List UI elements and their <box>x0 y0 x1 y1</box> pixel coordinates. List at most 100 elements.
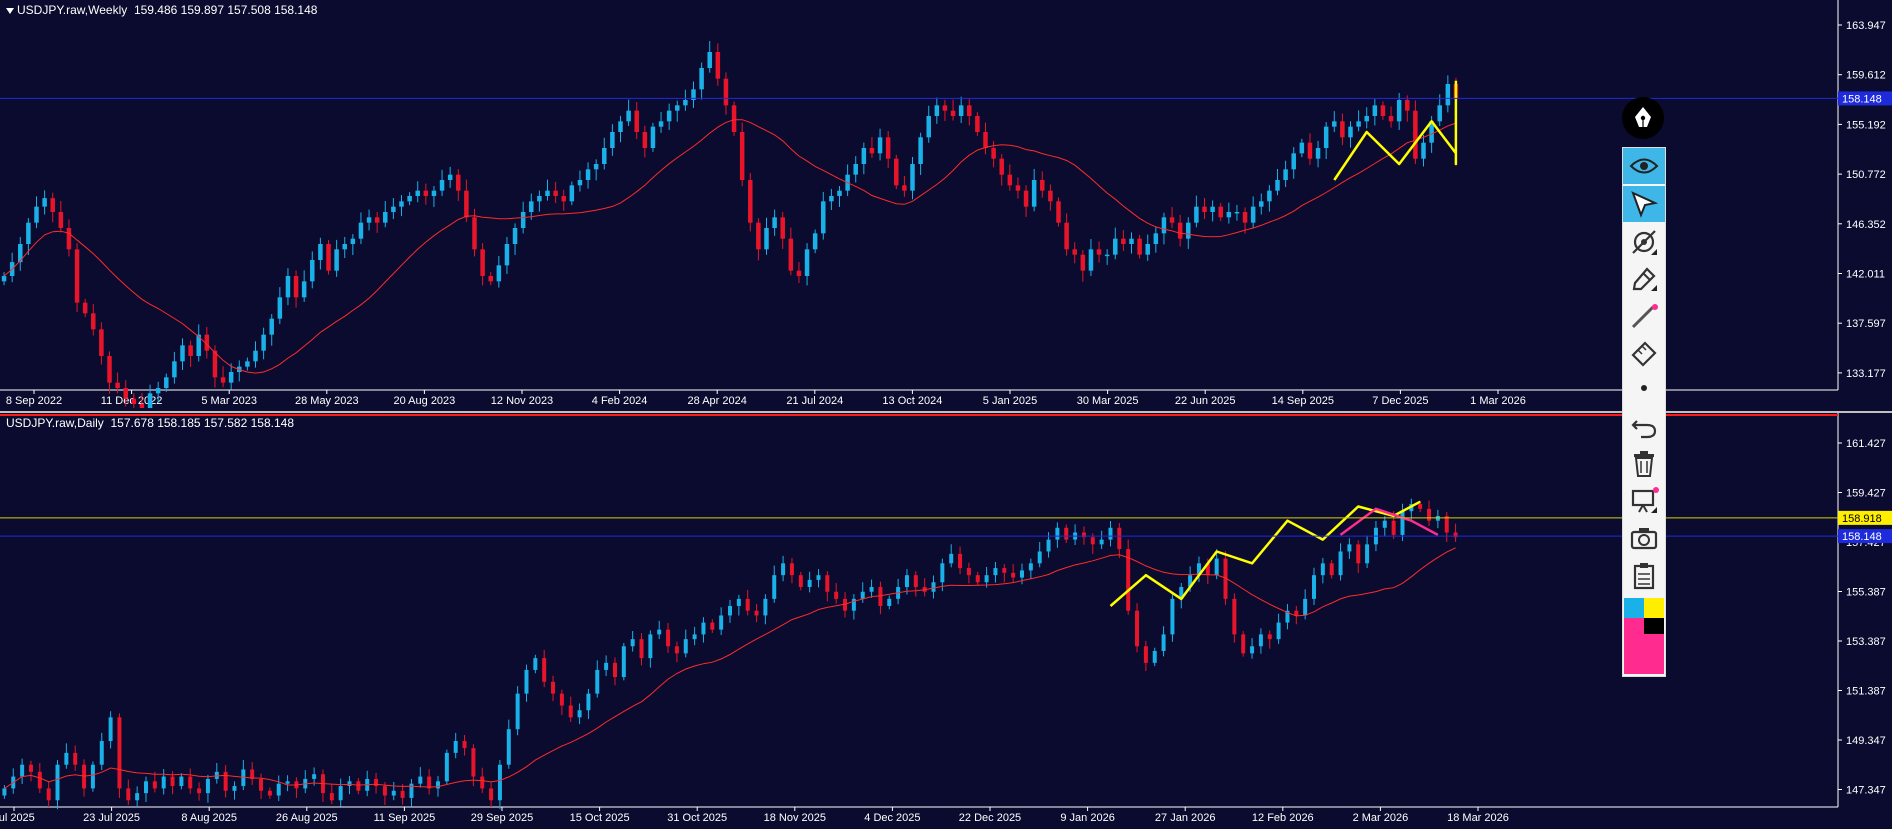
candle-body <box>853 164 858 175</box>
candle-body <box>1186 222 1191 239</box>
candle-body <box>356 781 361 791</box>
candle-body <box>533 658 538 670</box>
candle-body <box>764 228 769 250</box>
candle-body <box>763 598 768 616</box>
candle-body <box>139 404 145 408</box>
candle-body <box>259 778 264 791</box>
candle-body <box>1153 233 1159 244</box>
candle-body <box>710 622 715 630</box>
candle-body <box>1285 610 1290 623</box>
candle-body <box>894 158 899 186</box>
candle-body <box>1226 212 1232 218</box>
price-label: 159.427 <box>1846 488 1886 500</box>
date-label: 28 Apr 2024 <box>688 395 747 407</box>
color-swatch-blue[interactable] <box>1624 598 1644 618</box>
candle-body <box>1161 634 1166 651</box>
candle-body <box>188 776 193 789</box>
candle-body <box>64 752 69 765</box>
color-swatch-yellow[interactable] <box>1644 598 1664 618</box>
candle-body <box>745 598 750 611</box>
candle-body <box>1299 142 1305 154</box>
crosshair-tool-button[interactable] <box>1623 224 1665 260</box>
crosshair-icon <box>1632 230 1657 255</box>
current-color-swatch[interactable] <box>1624 634 1664 674</box>
candle-body <box>347 781 352 787</box>
price-label: 150.772 <box>1846 169 1886 181</box>
candle-body <box>1250 206 1256 223</box>
color-swatch-pink[interactable] <box>1624 618 1644 634</box>
clipboard-tool-button[interactable] <box>1623 558 1665 594</box>
candle-body <box>807 579 812 588</box>
candle-body <box>593 164 599 170</box>
candle-body <box>382 786 387 796</box>
color-swatch-black[interactable] <box>1644 618 1664 634</box>
candle-body <box>1348 126 1353 138</box>
candle-body <box>1196 563 1201 576</box>
candle-body <box>172 361 177 378</box>
candle-body <box>887 598 892 606</box>
candle-body <box>228 372 234 383</box>
candle-body <box>788 238 794 271</box>
current-price-label: 158.148 <box>1842 93 1882 105</box>
candle-body <box>1048 190 1053 202</box>
candle-body <box>692 634 697 640</box>
candle-body <box>559 693 564 706</box>
candle-body <box>1218 206 1223 218</box>
candle-body <box>595 669 600 694</box>
marker-tool-button[interactable] <box>1623 260 1665 296</box>
candle-body <box>170 776 175 787</box>
price-label: 151.387 <box>1846 686 1886 698</box>
candle-body <box>781 563 786 576</box>
cursor-tool-button[interactable] <box>1623 186 1665 222</box>
daily-chart-pane[interactable]: 161.427159.427157.427155.387153.387151.3… <box>0 411 1892 829</box>
date-label: 13 Oct 2024 <box>882 395 942 407</box>
candle-body <box>131 398 137 404</box>
candle-body <box>135 793 140 801</box>
line-tool-button[interactable] <box>1623 298 1665 334</box>
level-price-box <box>1838 510 1892 525</box>
date-label: 18 Mar 2026 <box>1447 812 1509 824</box>
candle-body <box>772 217 777 228</box>
candle-body <box>1081 532 1086 538</box>
ruler-tool-button[interactable] <box>1623 334 1665 370</box>
eye-tool-button[interactable] <box>1623 148 1665 184</box>
price-label: 159.612 <box>1846 70 1886 82</box>
candle-body <box>1356 544 1361 564</box>
price-label: 147.347 <box>1846 785 1886 797</box>
weekly-chart-pane[interactable]: 163.947 159.612 155.192 150.772 146.352 142.0… <box>0 0 1892 408</box>
candle-body <box>585 169 591 180</box>
candle-body <box>2 788 7 796</box>
candle-body <box>1267 190 1272 202</box>
candle-body <box>1291 153 1296 170</box>
candle-body <box>107 356 112 383</box>
candle-body <box>715 52 721 79</box>
collapse-triangle-icon[interactable] <box>6 7 14 14</box>
pen-tool-button[interactable] <box>1622 97 1664 139</box>
weekly-chart[interactable]: 163.947 159.612 155.192 150.772 146.352 142.0… <box>0 0 1892 408</box>
dot-tool-button[interactable] <box>1623 370 1665 406</box>
presentation-tool-button[interactable] <box>1623 482 1665 518</box>
candle-body <box>245 361 250 367</box>
date-label: 23 Jul 2025 <box>83 812 140 824</box>
candle-body <box>1099 539 1104 545</box>
candle-body <box>123 388 128 399</box>
daily-chart[interactable]: 161.427159.427157.427155.387153.387151.3… <box>0 413 1892 829</box>
candle-body <box>480 249 485 276</box>
candle-body <box>1117 527 1122 550</box>
undo-tool-button[interactable] <box>1623 408 1665 444</box>
candle-body <box>409 783 414 798</box>
trash-tool-button[interactable] <box>1623 446 1665 482</box>
candle-body <box>1380 105 1386 116</box>
candle-body <box>1020 570 1024 578</box>
candle-body <box>1259 201 1264 207</box>
candle-body <box>310 260 315 282</box>
candle-body <box>1023 190 1029 207</box>
candle-body <box>423 190 429 196</box>
weekly-chart-title: USDJPY.raw,Weekly 159.486 159.897 157.50… <box>6 3 317 17</box>
pink-trend-drawing <box>1339 507 1439 537</box>
candle-body <box>180 345 185 362</box>
candle-body <box>1364 116 1369 122</box>
candle-body <box>878 587 883 606</box>
camera-tool-button[interactable] <box>1623 520 1665 556</box>
candle-body <box>73 752 78 765</box>
